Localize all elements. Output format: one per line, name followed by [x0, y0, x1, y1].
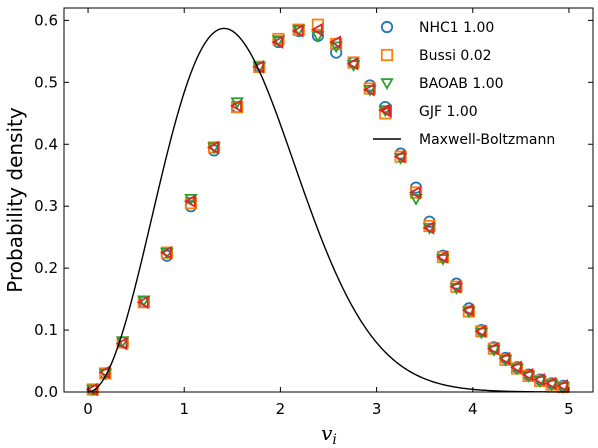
x-tick-label: 0	[83, 400, 93, 418]
data-point	[310, 22, 323, 37]
y-axis-title: Probability density	[3, 107, 27, 293]
x-tick-label: 5	[564, 400, 574, 418]
data-point	[115, 336, 128, 351]
data-point	[329, 35, 341, 49]
data-point	[136, 295, 149, 309]
legend-label: Bussi 0.02	[419, 48, 492, 64]
y-tick-label: 0.4	[34, 135, 58, 153]
data-point	[159, 245, 172, 260]
data-point	[183, 194, 196, 208]
data-point	[422, 221, 435, 235]
x-tick-label: 3	[372, 400, 382, 418]
data-point	[544, 376, 557, 391]
x-axis-title-subscript: i	[332, 432, 336, 448]
plot-frame	[63, 7, 594, 393]
data-point	[533, 372, 545, 387]
data-point	[556, 379, 568, 393]
x-tick-label: 1	[179, 400, 189, 418]
legend-marker	[379, 104, 392, 118]
data-point	[498, 351, 511, 366]
data-point	[230, 99, 242, 113]
data-point	[435, 250, 448, 264]
data-point	[486, 341, 499, 356]
x-axis: 0 1 2 3 4 5	[83, 8, 574, 418]
data-point	[230, 97, 244, 110]
x-tick-label: 2	[276, 400, 286, 418]
y-tick-label: 0.1	[34, 321, 58, 339]
data-point	[510, 360, 522, 374]
y-tick-label: 0.5	[34, 73, 58, 91]
data-point	[362, 83, 375, 97]
maxwell-boltzmann-curve	[87, 27, 569, 393]
y-tick-label: 0.6	[34, 11, 58, 29]
legend: NHC1 1.00 Bussi 0.02 BAOAB 1.00 GJF 1.00 Max…	[373, 20, 555, 148]
legend-marker	[380, 78, 394, 91]
y-tick-label: 0.3	[34, 197, 58, 215]
data-point	[346, 56, 359, 71]
data-point	[393, 149, 406, 164]
legend-label: Maxwell-Boltzmann	[419, 132, 555, 148]
data-point	[409, 185, 421, 200]
data-point	[474, 324, 487, 339]
plot-area	[85, 18, 570, 397]
data-point	[98, 365, 111, 379]
series-gjf	[85, 22, 568, 397]
legend-label: BAOAB 1.00	[419, 76, 504, 92]
legend-marker	[380, 48, 394, 62]
y-tick-label: 0.2	[34, 259, 58, 277]
data-point	[449, 279, 462, 294]
legend-label: NHC1 1.00	[419, 20, 494, 36]
legend-label: GJF 1.00	[419, 104, 478, 120]
data-point	[521, 367, 534, 382]
y-tick-label: 0.0	[34, 383, 58, 401]
legend-marker	[380, 20, 394, 34]
x-tick-label: 4	[468, 400, 478, 418]
x-axis-title: vi	[321, 421, 337, 448]
x-axis-title-main: v	[321, 421, 333, 445]
data-point	[311, 18, 325, 31]
data-point	[207, 140, 219, 155]
data-point	[271, 35, 284, 49]
data-point	[330, 46, 343, 59]
data-point	[461, 303, 474, 317]
y-axis: 0.0 0.1 0.2 0.3 0.4 0.5 0.6	[34, 11, 593, 401]
data-point	[291, 24, 304, 38]
